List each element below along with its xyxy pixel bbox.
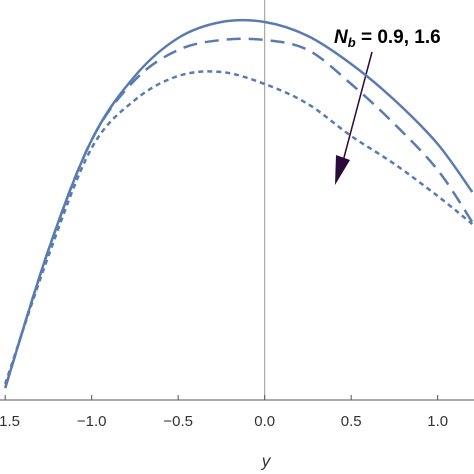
x-axis-label: y xyxy=(261,451,272,470)
annotation-symbol: N xyxy=(334,27,349,48)
annotation-text: = 0.9, 1.6 xyxy=(356,27,441,48)
x-tick-label: 1.0 xyxy=(427,413,448,430)
arrow-shaft xyxy=(341,51,373,166)
x-tick-label: −1.5 xyxy=(0,413,20,430)
line-dotted xyxy=(4,70,474,385)
x-tick-label: −1.0 xyxy=(77,413,107,430)
x-tick-label: −0.5 xyxy=(163,413,193,430)
arrow-head xyxy=(335,155,350,185)
annotation-subscript: b xyxy=(348,35,356,50)
line-dashed xyxy=(3,37,474,389)
x-tick-label: 0.0 xyxy=(254,413,275,430)
x-tick-label: 0.5 xyxy=(341,413,362,430)
annotation: Nb = 0.9, 1.6 xyxy=(334,27,441,50)
